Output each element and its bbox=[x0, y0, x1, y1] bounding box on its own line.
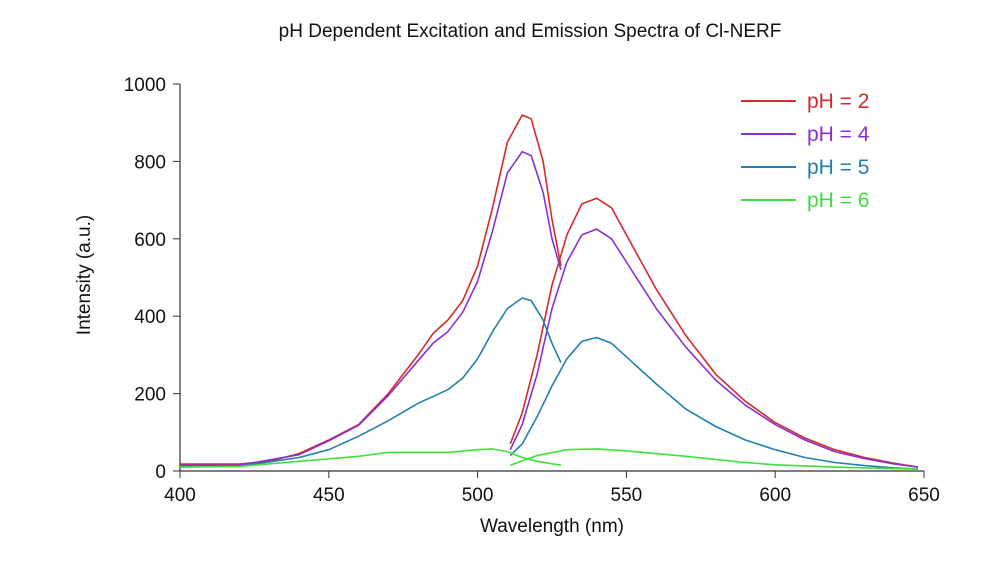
series-2-excitation-line bbox=[180, 150, 562, 466]
y-tick-label: 600 bbox=[134, 230, 166, 251]
y-tick-label: 400 bbox=[134, 307, 166, 328]
legend-label: pH = 2 bbox=[807, 90, 869, 113]
axes: 400 450 500 550 600 650 0 200 400 600 800 1000 bbox=[124, 75, 940, 506]
y-axis-label: Intensity (a.u.) bbox=[74, 215, 95, 335]
series-4-excitation-line bbox=[179, 448, 562, 468]
series-4-emission-line bbox=[510, 448, 919, 470]
series-3-excitation-line bbox=[180, 297, 562, 468]
plot-lines bbox=[179, 114, 919, 470]
legend-label: pH = 4 bbox=[807, 123, 870, 146]
x-tick-label: 550 bbox=[611, 485, 643, 506]
y-tick-label: 1000 bbox=[124, 75, 166, 96]
x-axis-label: Wavelength (nm) bbox=[480, 516, 624, 537]
x-tick-label: 500 bbox=[462, 485, 494, 506]
x-tick-label: 600 bbox=[759, 485, 791, 506]
legend: pH = 2 pH = 4 pH = 5 pH = 6 bbox=[741, 90, 870, 212]
y-tick-label: 0 bbox=[155, 462, 166, 483]
series-1-excitation-line bbox=[180, 114, 562, 465]
legend-label: pH = 6 bbox=[807, 189, 869, 212]
chart-title: pH Dependent Excitation and Emission Spe… bbox=[279, 21, 782, 42]
series-3-emission-line bbox=[509, 336, 919, 470]
legend-label: pH = 5 bbox=[807, 156, 869, 179]
x-tick-label: 400 bbox=[164, 485, 196, 506]
x-tick-label: 450 bbox=[313, 485, 345, 506]
y-tick-label: 200 bbox=[134, 385, 166, 406]
y-tick-label: 800 bbox=[134, 152, 166, 173]
series-1-emission-line bbox=[509, 197, 919, 468]
x-tick-label: 650 bbox=[908, 485, 940, 506]
series-2-emission-line bbox=[509, 228, 919, 468]
